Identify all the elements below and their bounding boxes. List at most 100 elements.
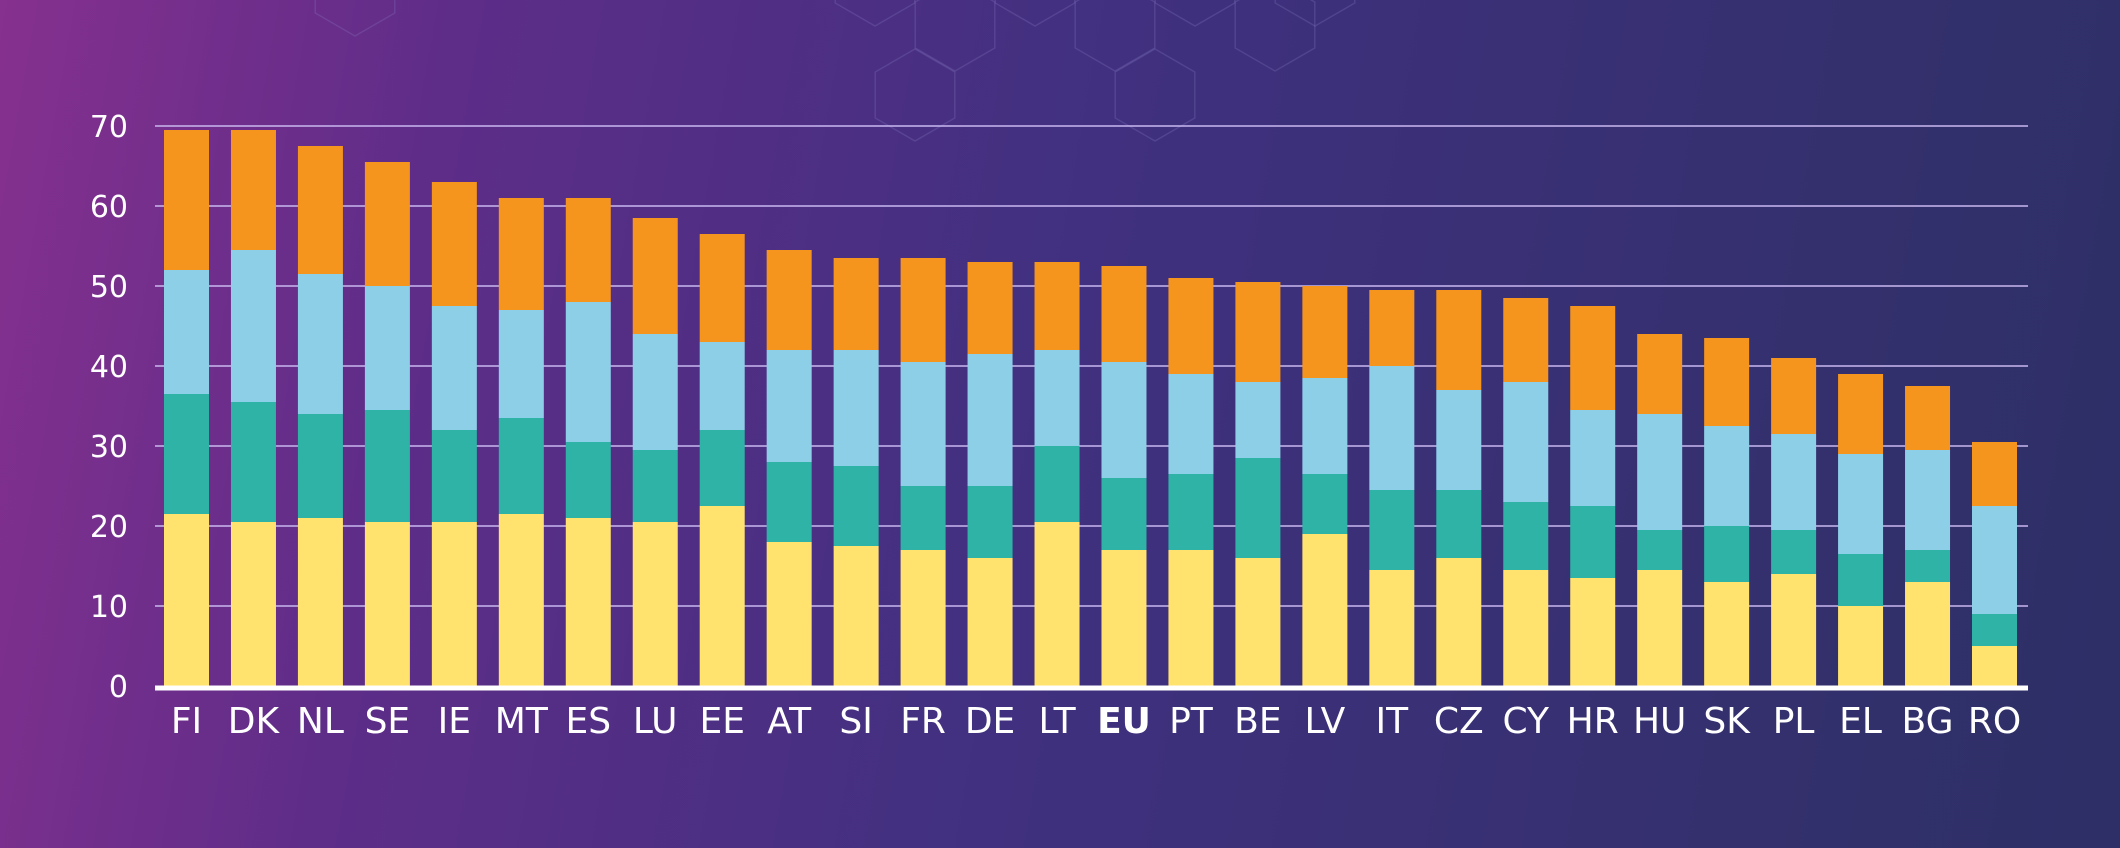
bar-stack-mt <box>498 198 544 686</box>
bar-segment-3 <box>164 270 209 394</box>
x-tick-label: PL <box>1773 701 1815 742</box>
bar-segment-2 <box>1101 478 1147 550</box>
bar-stack-es <box>565 198 611 686</box>
bar-segment-4 <box>1369 290 1415 366</box>
bar-segment-2 <box>297 414 343 518</box>
x-tick-label: HR <box>1567 701 1619 742</box>
bar-segment-2 <box>833 466 879 546</box>
bar-segment-4 <box>164 130 209 270</box>
hexagon-shape <box>1154 0 1236 27</box>
bar-stack-dk <box>230 130 276 686</box>
bar-segment-2 <box>1704 526 1750 582</box>
x-tick-label: MT <box>495 701 549 742</box>
bar-stack-se <box>364 162 410 686</box>
hexagon-shape <box>874 48 956 142</box>
bar-segment-3 <box>431 306 477 430</box>
bar-stack-pt <box>1168 278 1214 686</box>
bar-segment-4 <box>1838 374 1884 454</box>
bar-segment-2 <box>699 430 745 506</box>
bar-segment-3 <box>565 302 611 442</box>
bar-segment-2 <box>1235 458 1281 558</box>
bar-segment-3 <box>1704 426 1750 526</box>
bar-segment-1 <box>1838 606 1884 686</box>
bar-segment-1 <box>1101 550 1147 686</box>
hexagon-shape <box>834 0 916 27</box>
bar-stack-ro <box>1972 442 2017 686</box>
x-tick-label: EL <box>1839 701 1882 742</box>
bar-segment-2 <box>1972 614 2017 646</box>
bar-stack-si <box>833 258 879 686</box>
bar-segment-1 <box>1905 582 1951 686</box>
bar-segment-2 <box>1771 530 1817 574</box>
bar-segment-1 <box>1570 578 1616 686</box>
x-tick-label: SE <box>365 701 411 742</box>
x-tick-label: IT <box>1376 701 1410 742</box>
bar-segment-2 <box>1637 530 1683 570</box>
bar-segment-3 <box>364 286 410 410</box>
x-tick-label: RO <box>1968 701 2021 742</box>
bar-segment-3 <box>632 334 678 450</box>
bar-stack-hu <box>1637 334 1683 686</box>
bar-segment-2 <box>431 430 477 522</box>
bar-segment-3 <box>1101 362 1147 478</box>
bar-segment-3 <box>1503 382 1549 502</box>
hexagon-shape <box>1074 0 1156 72</box>
bar-segment-4 <box>230 130 276 250</box>
bar-stack-de <box>967 262 1013 686</box>
bar-segment-3 <box>1302 378 1348 474</box>
bar-segment-3 <box>1771 434 1817 530</box>
bar-segment-4 <box>900 258 946 362</box>
bar-segment-4 <box>632 218 678 334</box>
bar-segment-1 <box>1972 646 2017 686</box>
hexagon-shape <box>914 0 996 72</box>
bar-segment-3 <box>1838 454 1884 554</box>
bar-segment-3 <box>498 310 544 418</box>
bar-segment-1 <box>1369 570 1415 686</box>
bar-segment-4 <box>1302 286 1348 378</box>
bar-segment-4 <box>364 162 410 286</box>
bar-segment-2 <box>1503 502 1549 570</box>
bar-segment-3 <box>230 250 276 402</box>
bar-segment-4 <box>1101 266 1147 362</box>
bar-segment-2 <box>1436 490 1482 558</box>
bar-stack-be <box>1235 282 1281 686</box>
bar-segment-3 <box>1570 410 1616 506</box>
bar-segment-1 <box>833 546 879 686</box>
bar-segment-2 <box>1838 554 1884 606</box>
bar-segment-1 <box>1168 550 1214 686</box>
bar-segment-4 <box>1034 262 1080 350</box>
bar-segment-3 <box>1972 506 2017 614</box>
x-tick-label: NL <box>297 701 344 742</box>
x-tick-label: FR <box>900 701 946 742</box>
hexagon-shape <box>314 0 396 37</box>
bar-segment-4 <box>297 146 343 274</box>
y-tick-label: 30 <box>90 430 128 465</box>
bar-segment-2 <box>1302 474 1348 534</box>
bar-segment-3 <box>1436 390 1482 490</box>
x-tick-label: LT <box>1038 701 1076 742</box>
x-tick-label: AT <box>767 701 812 742</box>
bar-segment-4 <box>1771 358 1817 434</box>
bar-segment-1 <box>1503 570 1549 686</box>
y-tick-label: 40 <box>90 350 128 385</box>
x-tick-label: EU <box>1097 701 1151 742</box>
bar-stack-pl <box>1771 358 1817 686</box>
bar-segment-4 <box>1168 278 1214 374</box>
bar-stack-fr <box>900 258 946 686</box>
bar-segment-3 <box>900 362 946 486</box>
bar-segment-4 <box>1436 290 1482 390</box>
bar-stack-at <box>766 250 812 686</box>
bar-segment-4 <box>1503 298 1549 382</box>
x-tick-label: LV <box>1305 701 1346 742</box>
bar-segment-4 <box>699 234 745 342</box>
bar-stack-nl <box>297 146 343 686</box>
bar-segment-2 <box>967 486 1013 558</box>
y-tick-label: 10 <box>90 590 128 625</box>
y-tick-label: 20 <box>90 510 128 545</box>
bar-segment-1 <box>230 522 276 686</box>
bar-segment-4 <box>1637 334 1683 414</box>
bar-segment-3 <box>967 354 1013 486</box>
bar-segment-4 <box>1704 338 1750 426</box>
bar-segment-3 <box>1905 450 1951 550</box>
bar-segment-4 <box>766 250 812 350</box>
